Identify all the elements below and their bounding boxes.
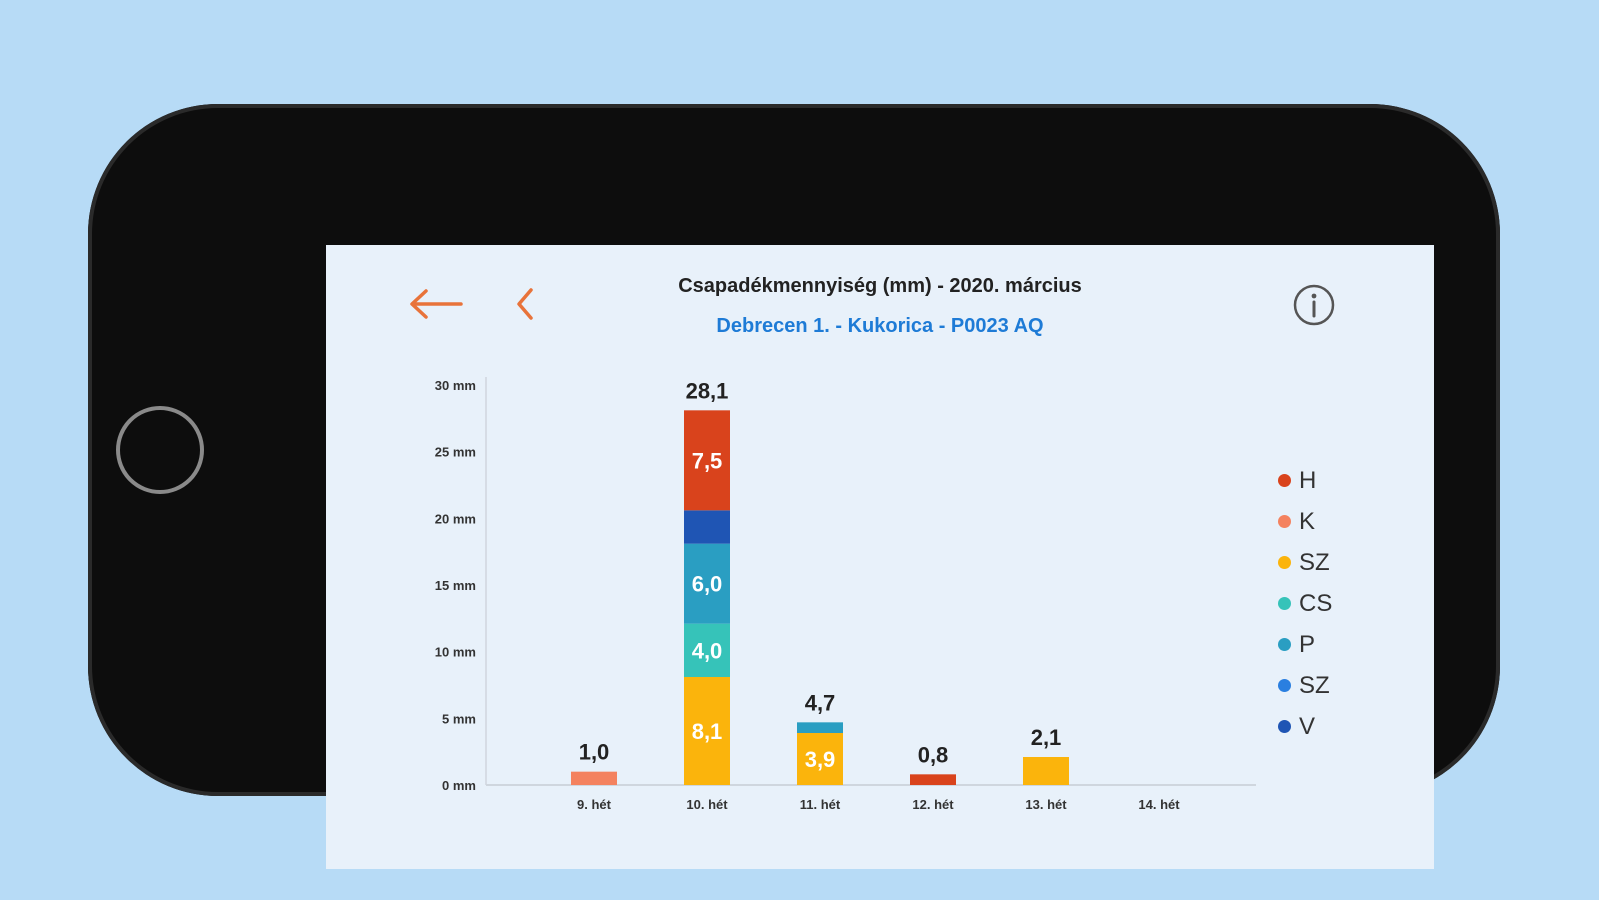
- x-tick-label: 12. hét: [912, 797, 954, 812]
- x-tick-label: 11. hét: [800, 797, 841, 812]
- x-tick-label: 9. hét: [577, 797, 612, 812]
- chart-legend: H K SZ CS P SZ V: [1278, 460, 1332, 747]
- bar-segment: [684, 410, 730, 511]
- legend-dot: [1278, 720, 1291, 733]
- legend-dot: [1278, 597, 1291, 610]
- bar-total-label: 1,0: [579, 740, 610, 765]
- x-tick-label: 14. hét: [1138, 797, 1180, 812]
- bar-segment: [1023, 757, 1069, 785]
- y-tick-label: 30 mm: [435, 378, 476, 393]
- chart-title: Csapadékmennyiség (mm) - 2020. március: [678, 275, 1082, 297]
- legend-item: H: [1278, 460, 1332, 501]
- precipitation-chart: 0 mm 5 mm 10 mm 15 mm 20 mm 25 mm 30 mm 9. hét 1…: [435, 377, 1256, 812]
- x-tick-label: 10. hét: [686, 797, 728, 812]
- legend-label: V: [1299, 712, 1316, 740]
- bar-segment: [684, 677, 730, 785]
- segment-value-label: 3,9: [805, 747, 836, 772]
- app-screen: Csapadékmennyiség (mm) - 2020. március D…: [326, 245, 1434, 869]
- legend-dot: [1278, 679, 1291, 692]
- home-button[interactable]: [116, 406, 204, 494]
- bar-total-label: 0,8: [918, 742, 949, 767]
- field-subtitle: Debrecen 1. - Kukorica - P0023 AQ: [716, 315, 1044, 337]
- arrow-left-icon[interactable]: [408, 287, 464, 321]
- legend-label: H: [1299, 466, 1317, 494]
- bar-segment: [797, 722, 843, 733]
- bar-segment: [797, 733, 843, 785]
- legend-item: CS: [1278, 583, 1332, 624]
- y-tick-label: 0 mm: [442, 778, 476, 793]
- legend-dot: [1278, 556, 1291, 569]
- segment-value-label: 7,5: [692, 448, 723, 473]
- legend-label: SZ: [1299, 671, 1330, 699]
- legend-label: K: [1299, 507, 1316, 535]
- y-tick-label: 5 mm: [442, 711, 476, 726]
- legend-label: CS: [1299, 589, 1333, 617]
- bar-total-label: 2,1: [1031, 725, 1062, 750]
- legend-label: SZ: [1299, 548, 1330, 576]
- legend-item: P: [1278, 624, 1332, 665]
- bar-segment: [571, 771, 617, 785]
- legend-dot: [1278, 638, 1291, 651]
- y-tick-label: 25 mm: [435, 445, 476, 460]
- bar-segment: [684, 510, 730, 544]
- y-tick-label: 10 mm: [435, 645, 476, 660]
- bar-total-label: 28,1: [686, 378, 729, 403]
- info-icon[interactable]: [1292, 283, 1336, 327]
- legend-item: SZ: [1278, 665, 1332, 706]
- legend-item: V: [1278, 706, 1332, 747]
- legend-item: K: [1278, 501, 1332, 542]
- legend-item: SZ: [1278, 542, 1332, 583]
- y-tick-label: 20 mm: [435, 511, 476, 526]
- bar-segment: [684, 623, 730, 677]
- x-tick-label: 13. hét: [1025, 797, 1067, 812]
- legend-label: P: [1299, 630, 1316, 658]
- segment-value-label: 6,0: [692, 572, 723, 597]
- y-tick-label: 15 mm: [435, 578, 476, 593]
- legend-dot: [1278, 474, 1291, 487]
- bar-segment: [910, 774, 956, 785]
- chevron-left-icon[interactable]: [514, 287, 536, 321]
- segment-value-label: 4,0: [692, 638, 723, 663]
- legend-dot: [1278, 515, 1291, 528]
- segment-value-label: 8,1: [692, 719, 723, 744]
- bar-segment: [684, 543, 730, 624]
- bar-total-label: 4,7: [805, 690, 836, 715]
- phone-frame: Csapadékmennyiség (mm) - 2020. március D…: [88, 104, 1500, 869]
